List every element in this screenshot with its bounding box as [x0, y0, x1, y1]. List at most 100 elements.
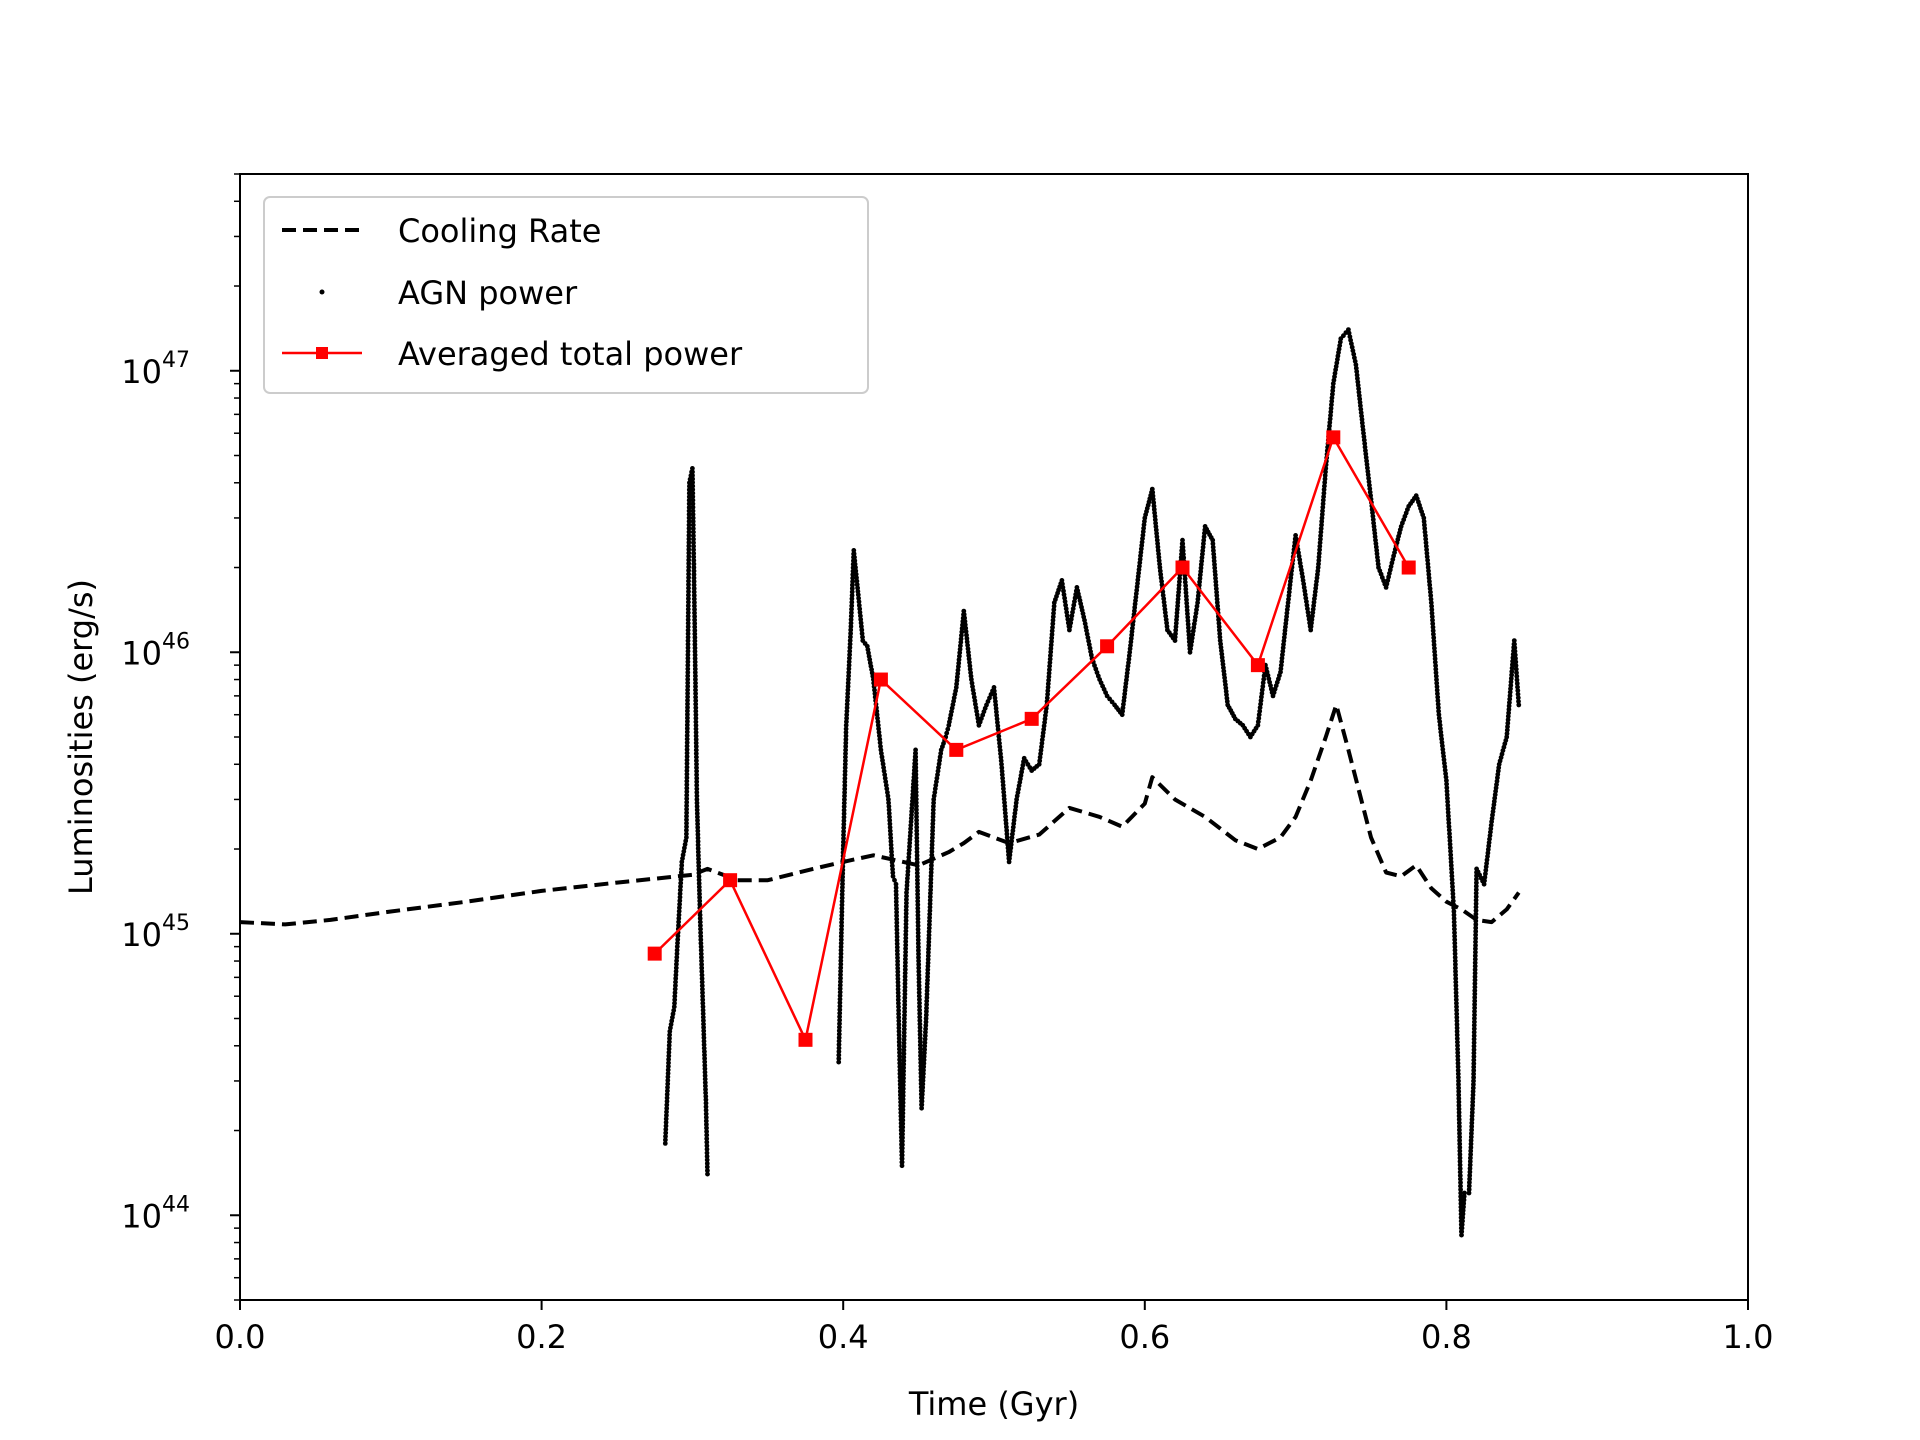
- agn-power-point: [1473, 901, 1479, 907]
- agn-power-point: [1189, 639, 1195, 644]
- agn-power-point: [1466, 1190, 1472, 1196]
- agn-power-point: [1200, 544, 1206, 550]
- agn-power-point: [695, 835, 701, 841]
- agn-power-point: [686, 487, 692, 493]
- agn-power-point: [925, 957, 931, 962]
- agn-power-point: [920, 1088, 925, 1094]
- agn-power-point: [916, 979, 922, 985]
- agn-power-point: [1435, 698, 1441, 704]
- agn-power-point: [1312, 589, 1318, 595]
- agn-power-point: [838, 979, 843, 985]
- agn-power-point: [841, 811, 847, 817]
- agn-power-point: [672, 986, 678, 992]
- agn-power-point: [906, 858, 911, 864]
- agn-power-point: [886, 811, 892, 816]
- agn-power-point: [839, 892, 845, 897]
- agn-power-point: [1308, 624, 1314, 629]
- agn-power-point: [702, 1076, 708, 1082]
- agn-power-point: [1432, 645, 1437, 651]
- agn-power-point: [1445, 810, 1451, 815]
- agn-power-point: [903, 914, 909, 920]
- agn-power-point: [895, 969, 901, 975]
- agn-power-point: [893, 888, 899, 894]
- agn-power-point: [1457, 1145, 1463, 1150]
- agn-power-point: [685, 624, 691, 630]
- agn-power-point: [929, 842, 935, 848]
- agn-power-point: [692, 635, 698, 640]
- agn-power-point: [1119, 712, 1125, 718]
- agn-power-point: [856, 603, 862, 608]
- agn-power-point: [1459, 1232, 1464, 1238]
- agn-power-point: [697, 898, 703, 904]
- agn-power-point: [666, 1060, 671, 1066]
- agn-power-point: [678, 873, 684, 879]
- agn-power-point: [1433, 673, 1439, 679]
- agn-power-point: [909, 809, 915, 814]
- agn-power-point: [674, 951, 680, 957]
- agn-power-point: [916, 951, 921, 957]
- agn-power-point: [1197, 576, 1203, 581]
- agn-power-point: [856, 595, 861, 601]
- agn-power-point: [1001, 796, 1007, 802]
- agn-power-point: [1346, 330, 1352, 336]
- agn-power-point: [1136, 570, 1141, 576]
- agn-power-point: [1198, 565, 1204, 571]
- averaged-total-power-marker: [1175, 560, 1190, 575]
- agn-power-point: [684, 775, 690, 781]
- agn-power-point: [900, 1138, 905, 1144]
- agn-power-point: [1125, 667, 1130, 672]
- agn-power-point: [841, 800, 847, 806]
- agn-power-point: [1444, 781, 1449, 787]
- agn-power-point: [1485, 850, 1491, 856]
- agn-power-point: [994, 709, 999, 715]
- agn-power-point: [839, 902, 845, 908]
- agn-power-point: [1185, 621, 1191, 627]
- agn-power-point: [677, 887, 683, 893]
- agn-power-point: [859, 631, 865, 636]
- agn-power-point: [849, 589, 855, 595]
- agn-power-point: [846, 677, 851, 682]
- agn-power-point: [1459, 1229, 1465, 1234]
- agn-power-point: [902, 984, 908, 990]
- agn-power-point: [897, 1050, 902, 1055]
- agn-power-point: [1287, 582, 1293, 588]
- agn-power-point: [685, 638, 691, 644]
- agn-power-point: [921, 1067, 926, 1073]
- agn-power-point: [907, 844, 912, 849]
- agn-power-point: [695, 846, 701, 851]
- agn-power-point: [895, 993, 901, 999]
- agn-power-point: [839, 899, 845, 904]
- agn-power-point: [914, 870, 920, 876]
- agn-power-point: [664, 1106, 670, 1111]
- agn-power-point: [705, 1168, 710, 1173]
- agn-power-point: [1356, 386, 1361, 392]
- agn-power-point: [844, 701, 850, 707]
- agn-power-point: [895, 955, 900, 961]
- agn-power-point: [1315, 568, 1321, 574]
- agn-power-point: [1284, 614, 1289, 619]
- agn-power-point: [1049, 635, 1055, 641]
- agn-power-point: [1281, 642, 1286, 647]
- agn-power-point: [888, 835, 894, 841]
- agn-power-point: [1318, 536, 1323, 542]
- agn-power-point: [903, 904, 909, 909]
- agn-power-point: [1455, 1057, 1461, 1063]
- agn-power-point: [975, 715, 981, 721]
- agn-power-point: [929, 863, 934, 868]
- agn-power-point: [922, 1047, 927, 1052]
- agn-power-point: [902, 988, 908, 993]
- agn-power-point: [686, 582, 691, 587]
- agn-power-point: [896, 1008, 901, 1013]
- x-axis-label: Time (Gyr): [908, 1385, 1079, 1423]
- agn-power-point: [1473, 904, 1479, 910]
- agn-power-point: [1256, 715, 1262, 721]
- agn-power-point: [703, 1104, 709, 1110]
- agn-power-point: [1038, 751, 1043, 757]
- agn-power-point: [1002, 807, 1008, 812]
- legend: Cooling Rate AGN power Averaged total po…: [263, 196, 869, 394]
- agn-power-point: [1140, 532, 1146, 538]
- agn-power-point: [851, 551, 857, 557]
- agn-power-point: [1473, 890, 1479, 896]
- agn-power-point: [846, 659, 852, 665]
- agn-power-point: [1442, 764, 1448, 770]
